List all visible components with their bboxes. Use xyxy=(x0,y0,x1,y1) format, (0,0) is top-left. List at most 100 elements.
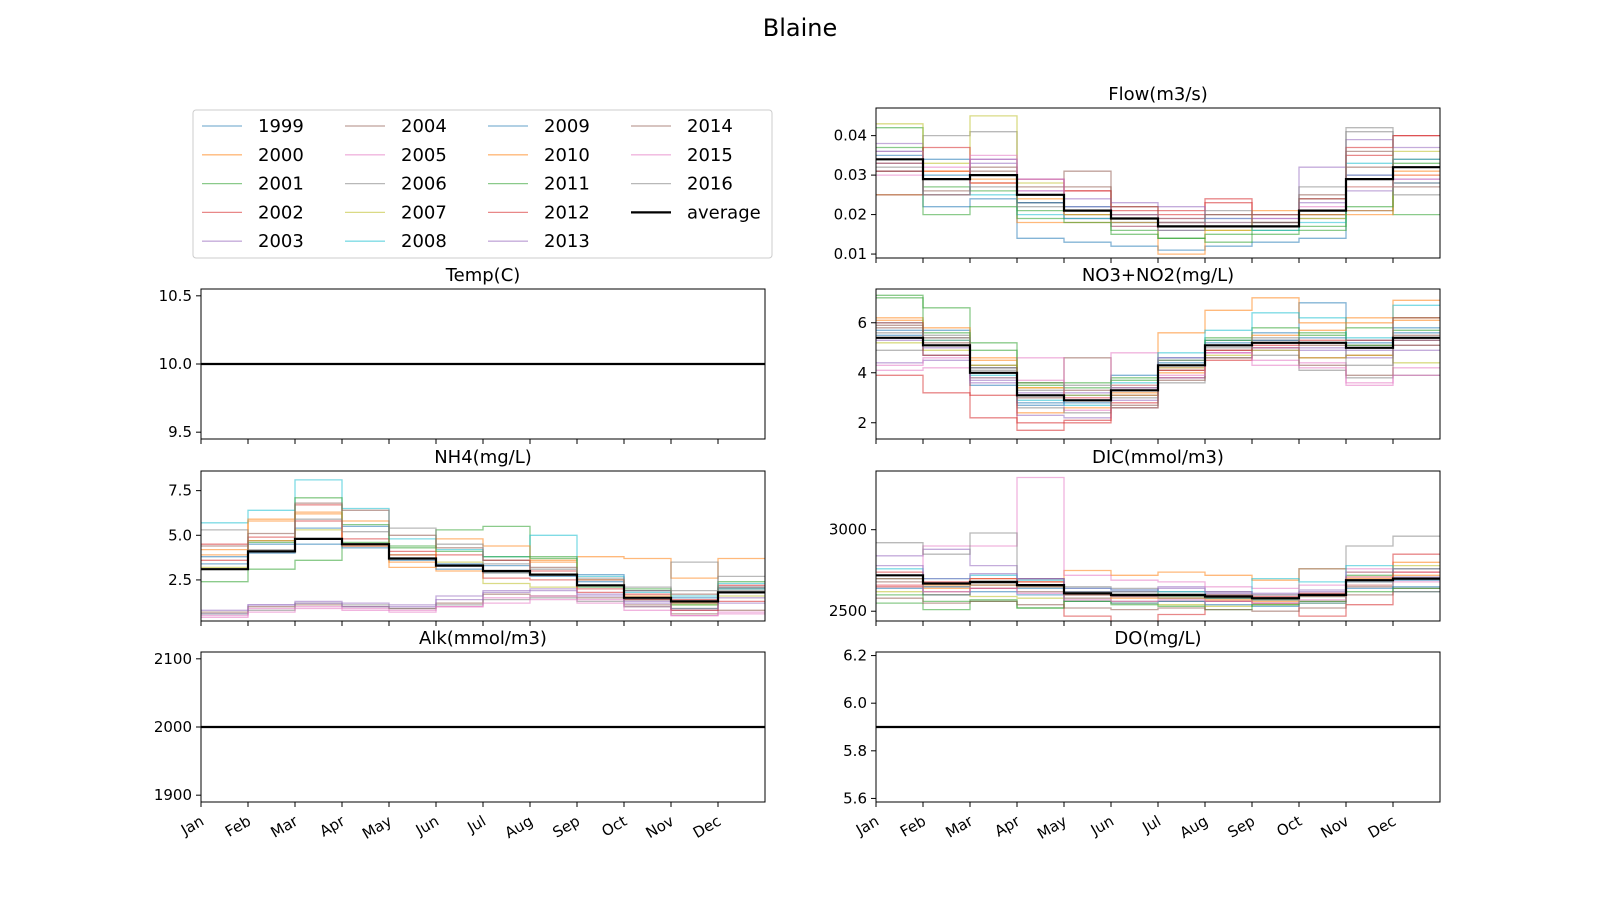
y-tick-label: 2100 xyxy=(154,650,192,668)
x-tick-label: Jan xyxy=(852,812,882,840)
x-tick-label: Dec xyxy=(690,812,724,842)
legend-label: 2014 xyxy=(687,116,733,137)
y-tick-label: 10.0 xyxy=(159,355,192,373)
legend-label: 2010 xyxy=(544,145,590,166)
legend-item: 2001 xyxy=(202,174,304,195)
x-tick-label: Jan xyxy=(177,812,207,840)
legend-item: 2008 xyxy=(345,231,447,252)
average-line xyxy=(201,537,765,603)
plot-frame xyxy=(200,470,766,622)
legend-label: 2015 xyxy=(687,145,733,166)
legend-frame xyxy=(192,109,773,259)
series-group xyxy=(201,479,765,619)
legend-label: 2011 xyxy=(544,174,590,195)
chart-nh4: NH4(mg/L) 2.5 5.0 7.5 xyxy=(168,447,766,626)
y-tick-label: 2.5 xyxy=(168,571,192,589)
legend-item: 2012 xyxy=(488,202,590,223)
plot-frame xyxy=(875,470,1441,622)
y-tick-label: 6 xyxy=(857,314,867,332)
legend-item: 2013 xyxy=(488,231,590,252)
legend-item: 2010 xyxy=(488,145,590,166)
legend-label: average xyxy=(687,202,761,223)
chart-do: DO(mg/L) 5.6 5.8 6.0 6.2 Jan Feb Mar Apr May Jun Ju… xyxy=(843,628,1441,843)
series-line-2015 xyxy=(876,581,1440,604)
chart-alk: Alk(mmol/m3) 1900 2000 2100 Jan Feb Mar Apr May J… xyxy=(154,628,766,843)
y-tick-label: 4 xyxy=(857,364,867,382)
legend-label: 2000 xyxy=(258,145,304,166)
legend-item: 2004 xyxy=(345,116,447,137)
legend-item: 2000 xyxy=(202,145,304,166)
legend-item: 2009 xyxy=(488,116,590,137)
x-tick-label: Mar xyxy=(942,811,976,841)
legend-label: 2005 xyxy=(401,145,447,166)
legend-item: 2015 xyxy=(631,145,733,166)
legend-item: 2007 xyxy=(345,202,447,223)
x-tick-label: Aug xyxy=(1177,812,1211,842)
plot-frame xyxy=(875,107,1441,259)
plot-frame xyxy=(875,288,1441,440)
legend-item: 2014 xyxy=(631,116,733,137)
legend-item: 2002 xyxy=(202,202,304,223)
series-line-2015 xyxy=(201,598,765,619)
y-tick-label: 5.0 xyxy=(168,526,192,544)
legend-label: 2002 xyxy=(258,202,304,223)
chart-title: Alk(mmol/m3) xyxy=(419,628,547,649)
y-tick-label: 2500 xyxy=(829,602,867,620)
chart-title: NH4(mg/L) xyxy=(434,447,532,468)
x-tick-label: May xyxy=(1034,812,1070,843)
series-group xyxy=(876,476,1440,621)
x-tick-label: Jul xyxy=(1138,812,1164,837)
chart-flow: Flow(m3/s) 0.01 0.02 0.03 0.04 xyxy=(834,84,1441,263)
legend-label: 2009 xyxy=(544,116,590,137)
legend-item: 1999 xyxy=(202,116,304,137)
y-tick-label: 5.6 xyxy=(843,789,867,807)
series-group xyxy=(876,294,1440,431)
x-tick-label: Oct xyxy=(599,812,631,841)
y-tick-label: 7.5 xyxy=(168,482,192,500)
x-tick-label: Jun xyxy=(412,812,442,840)
y-tick-label: 0.01 xyxy=(834,245,867,263)
y-tick-label: 6.0 xyxy=(843,694,867,712)
x-tick-label: Oct xyxy=(1274,812,1306,841)
series-line-2016 xyxy=(201,518,765,592)
legend-label: 1999 xyxy=(258,116,304,137)
legend-label: 2016 xyxy=(687,174,733,195)
legend-item: 2011 xyxy=(488,174,590,195)
legend: 1999 2000 2001 2002 2003 2004 2005 2006 2007 2008… xyxy=(192,109,773,259)
plot-frame xyxy=(200,651,766,803)
y-tick-label: 1900 xyxy=(154,786,192,804)
y-tick-label: 0.03 xyxy=(834,166,867,184)
x-tick-label: Aug xyxy=(502,812,536,842)
y-tick-label: 5.8 xyxy=(843,742,867,760)
chart-dic: DIC(mmol/m3) 2500 3000 xyxy=(829,447,1441,626)
legend-item: average xyxy=(631,202,761,223)
chart-temp: Temp(C) 9.5 10.0 10.5 xyxy=(159,265,766,444)
x-tick-label: Feb xyxy=(222,812,254,841)
legend-label: 2008 xyxy=(401,231,447,252)
chart-title: Temp(C) xyxy=(445,265,521,286)
x-tick-label: Jun xyxy=(1087,812,1117,840)
x-tick-label: Sep xyxy=(1225,812,1258,842)
figure-title: Blaine xyxy=(763,14,837,42)
x-tick-label: Sep xyxy=(550,812,583,842)
y-tick-label: 2000 xyxy=(154,718,192,736)
x-tick-label: Nov xyxy=(1318,812,1352,842)
average-line xyxy=(876,574,1440,600)
chart-title: DIC(mmol/m3) xyxy=(1092,447,1224,468)
y-tick-label: 6.2 xyxy=(843,647,867,665)
legend-item: 2006 xyxy=(345,174,447,195)
y-tick-label: 0.02 xyxy=(834,206,867,224)
average-line xyxy=(876,158,1440,228)
x-tick-label: Feb xyxy=(897,812,929,841)
legend-label: 2012 xyxy=(544,202,590,223)
chart-no3: NO3+NO2(mg/L) 2 4 6 xyxy=(857,265,1441,444)
y-tick-label: 9.5 xyxy=(168,423,192,441)
x-tick-label: Jul xyxy=(463,812,489,837)
legend-label: 2013 xyxy=(544,231,590,252)
y-tick-label: 0.04 xyxy=(834,127,867,145)
x-tick-label: Apr xyxy=(992,811,1024,840)
legend-label: 2003 xyxy=(258,231,304,252)
series-line-2013 xyxy=(201,589,765,611)
chart-title: NO3+NO2(mg/L) xyxy=(1082,265,1234,286)
chart-title: Flow(m3/s) xyxy=(1108,84,1208,105)
